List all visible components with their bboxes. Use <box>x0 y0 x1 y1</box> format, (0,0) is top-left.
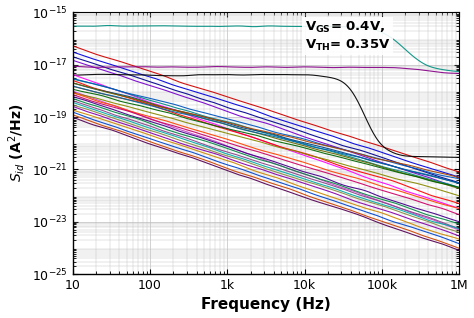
X-axis label: Frequency (Hz): Frequency (Hz) <box>201 297 331 313</box>
Y-axis label: $S_{id}$ (A$^2$/Hz): $S_{id}$ (A$^2$/Hz) <box>6 104 27 183</box>
Text: $\mathbf{V_{GS}}$= 0.4V,
$\mathbf{V_{TH}}$= 0.35V: $\mathbf{V_{GS}}$= 0.4V, $\mathbf{V_{TH}… <box>305 20 390 52</box>
